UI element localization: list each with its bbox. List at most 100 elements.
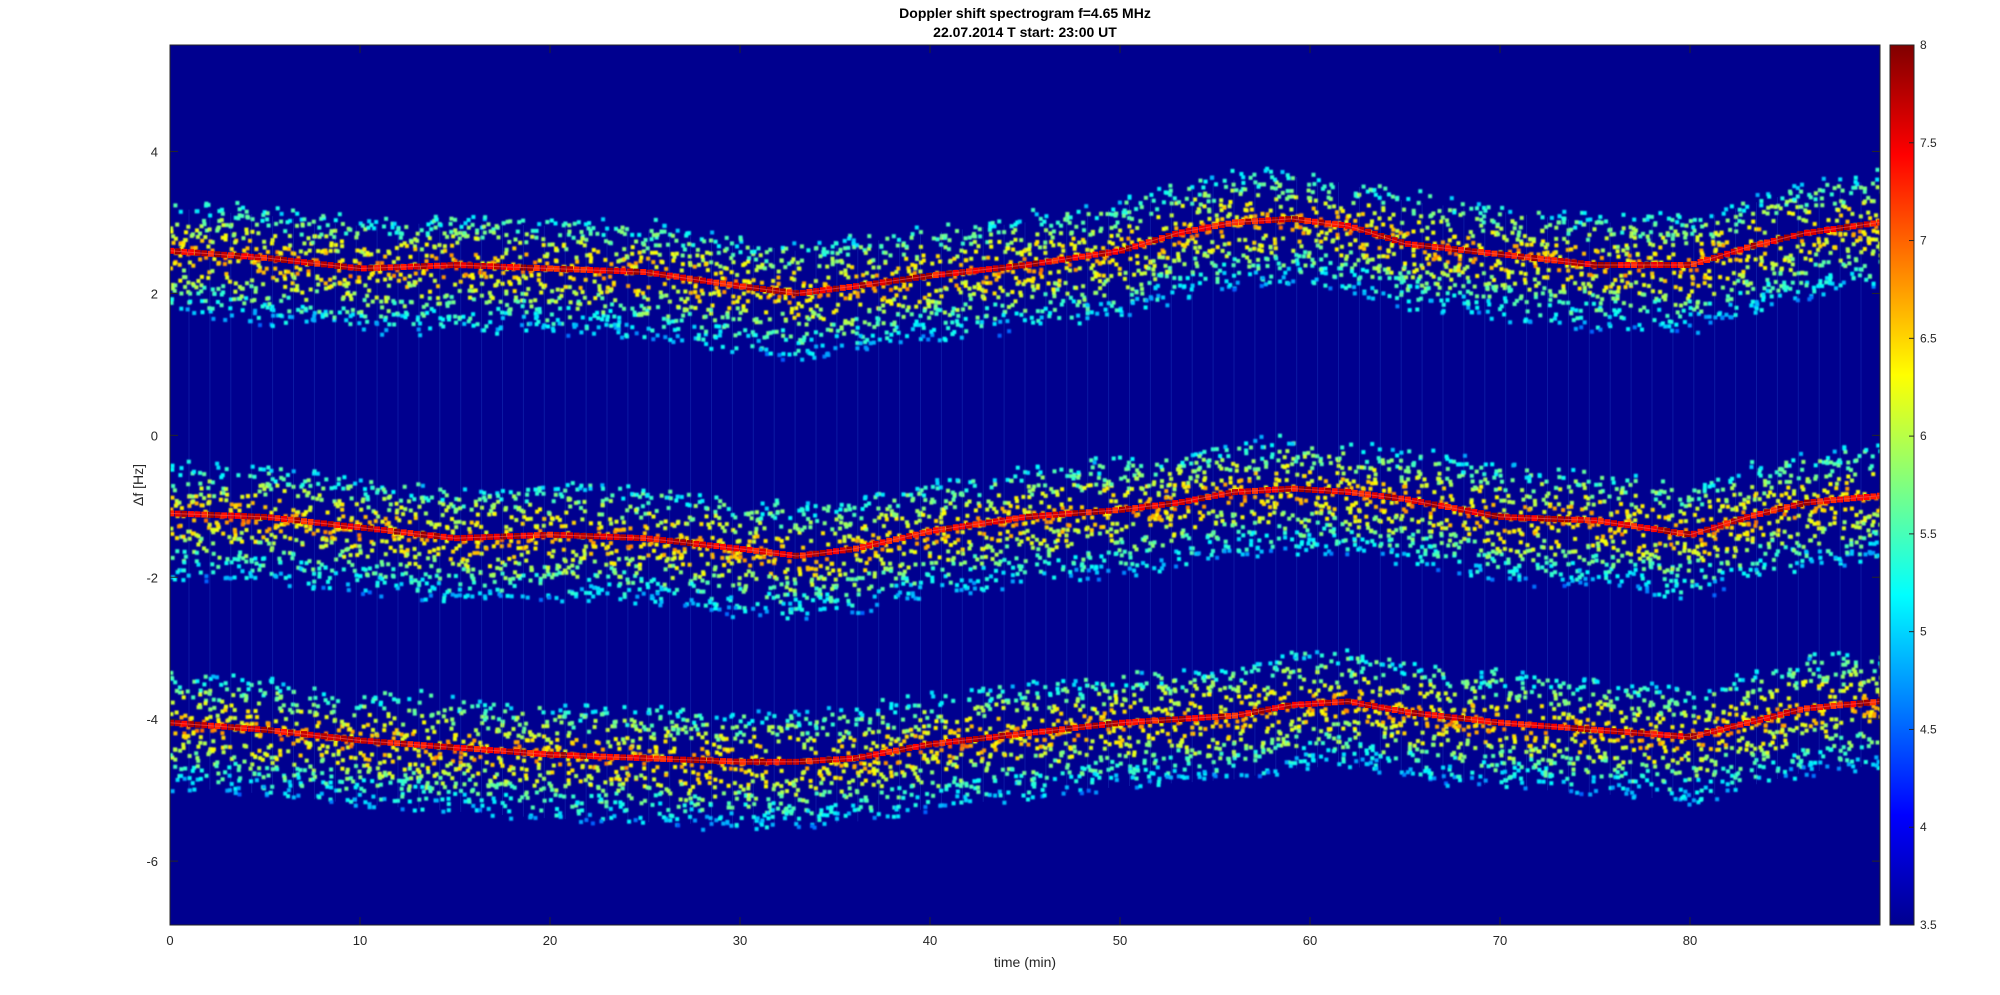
spectral-point <box>1799 280 1804 285</box>
spectral-point <box>348 484 353 489</box>
spectral-point <box>1673 285 1678 290</box>
spectral-point <box>1433 256 1438 261</box>
spectral-point <box>792 241 797 246</box>
spectral-point <box>717 324 722 329</box>
spectral-point <box>1281 214 1286 219</box>
spectral-point <box>1637 268 1641 273</box>
spectral-point <box>1157 252 1162 257</box>
spectral-point <box>1017 280 1022 285</box>
spectral-point <box>546 565 551 570</box>
spectral-point <box>1621 316 1626 321</box>
spectral-point <box>1407 308 1412 313</box>
spectral-point <box>766 331 771 336</box>
spectral-point <box>1259 284 1264 288</box>
spectral-point <box>1328 261 1333 265</box>
spectral-point <box>1646 255 1651 260</box>
spectral-point <box>1035 240 1040 244</box>
spectral-point <box>1201 222 1206 227</box>
spectral-point <box>738 523 742 528</box>
spectral-point <box>174 499 179 503</box>
spectral-point <box>773 515 778 520</box>
spectral-point <box>1163 263 1168 268</box>
spectral-point <box>291 484 296 489</box>
spectral-point <box>657 243 662 248</box>
spectral-point <box>914 319 919 324</box>
spectral-point <box>1402 207 1406 212</box>
spectral-point <box>398 231 403 236</box>
spectral-point <box>1565 247 1570 252</box>
spectral-point <box>1529 252 1534 257</box>
spectral-point <box>1402 265 1407 270</box>
spectral-point <box>505 219 510 224</box>
spectral-point <box>1236 223 1241 228</box>
spectral-point <box>194 494 199 499</box>
spectral-point <box>1649 230 1653 235</box>
spectral-point <box>514 275 519 280</box>
spectral-point <box>789 276 794 281</box>
spectral-point <box>489 274 494 279</box>
spectral-point <box>399 243 404 248</box>
spectral-point <box>659 229 664 234</box>
spectral-point <box>1222 178 1227 183</box>
spectral-point <box>889 287 893 292</box>
spectral-point <box>461 521 466 525</box>
spectral-point <box>206 244 211 249</box>
spectral-point <box>1678 274 1683 279</box>
spectral-point <box>1157 255 1162 260</box>
spectral-point <box>445 301 450 306</box>
spectral-point <box>660 260 665 265</box>
spectral-point <box>726 596 731 601</box>
spectral-point <box>915 257 919 261</box>
spectral-point <box>608 541 613 546</box>
spectral-point <box>350 563 355 567</box>
spectral-point <box>697 546 702 551</box>
spectral-point <box>818 293 823 297</box>
spectral-point <box>725 315 730 320</box>
spectral-point <box>959 335 964 340</box>
spectral-point <box>314 289 319 294</box>
spectral-point <box>951 306 956 311</box>
spectral-point <box>1411 211 1416 216</box>
spectral-point <box>178 241 183 246</box>
spectral-point <box>588 521 593 526</box>
spectral-point <box>724 246 729 251</box>
spectral-point <box>229 518 234 522</box>
spectral-point <box>407 274 412 279</box>
spectral-point <box>764 347 769 352</box>
spectral-point <box>1370 286 1375 291</box>
spectral-point <box>647 306 652 310</box>
spectral-point <box>539 597 543 602</box>
spectral-point <box>1081 284 1086 289</box>
spectral-point <box>1489 265 1494 270</box>
spectral-point <box>1482 214 1487 219</box>
spectral-point <box>1103 307 1108 312</box>
spectral-point <box>1168 266 1172 270</box>
spectral-point <box>709 238 713 243</box>
spectral-point <box>1807 250 1812 255</box>
spectral-point <box>1866 195 1871 200</box>
spectral-point <box>365 554 370 559</box>
spectral-point <box>822 247 826 252</box>
spectral-point <box>1365 269 1369 274</box>
spectral-point <box>718 499 723 504</box>
spectral-point <box>1790 262 1795 267</box>
spectral-point <box>1733 313 1738 317</box>
spectral-point <box>1165 303 1170 308</box>
spectral-point <box>1681 267 1686 272</box>
spectral-point <box>1322 184 1327 189</box>
spectral-point <box>1519 241 1524 246</box>
spectral-point <box>442 596 447 601</box>
spectral-point <box>1039 315 1044 320</box>
spectral-point <box>495 327 500 332</box>
spectral-point <box>745 299 750 304</box>
spectral-point <box>762 335 767 340</box>
spectral-point <box>888 299 893 304</box>
spectral-point <box>542 565 547 570</box>
spectral-point <box>1543 253 1548 257</box>
spectral-point <box>963 316 968 321</box>
spectral-point <box>457 543 462 548</box>
spectral-point <box>1704 314 1709 319</box>
spectral-point <box>780 245 785 250</box>
spectral-point <box>750 510 755 515</box>
spectral-point <box>591 226 596 231</box>
